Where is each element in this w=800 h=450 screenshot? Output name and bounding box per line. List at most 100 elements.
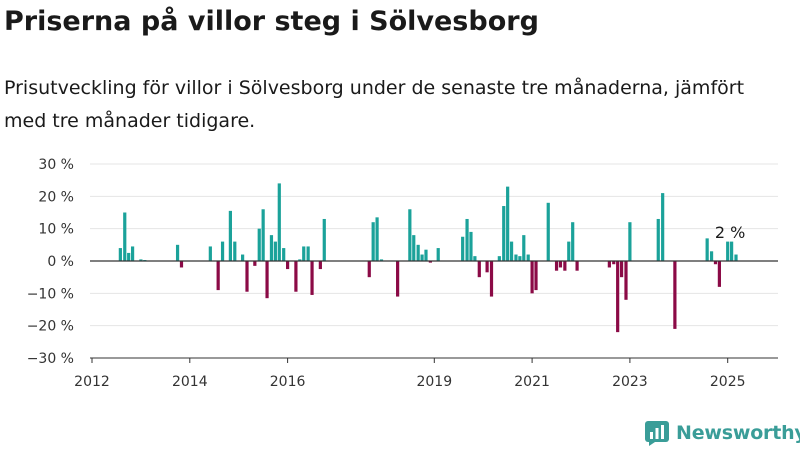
bar <box>175 244 180 261</box>
bar <box>477 261 481 278</box>
bar <box>269 235 274 261</box>
bar <box>375 217 379 261</box>
bar <box>717 261 721 287</box>
bar <box>612 261 616 265</box>
y-tick-label: 10 % <box>38 222 74 238</box>
bar <box>228 210 232 261</box>
bar <box>416 244 420 261</box>
bar <box>616 261 620 333</box>
y-tick-label: −20 % <box>27 319 74 335</box>
bar <box>489 261 494 297</box>
bar <box>220 241 225 261</box>
y-tick-label: 20 % <box>38 189 74 205</box>
bar <box>502 206 506 261</box>
bar <box>709 251 714 261</box>
bar <box>656 218 660 261</box>
bar <box>546 202 550 261</box>
bar <box>526 254 530 261</box>
bar <box>408 209 412 261</box>
bar <box>241 254 245 261</box>
bar <box>412 235 416 261</box>
chart-subtitle: Prisutveckling för villor i Sölvesborg u… <box>4 77 745 132</box>
bar <box>607 261 611 268</box>
bar <box>261 209 265 261</box>
bar <box>726 241 730 261</box>
bar <box>506 186 510 261</box>
bar <box>571 222 575 261</box>
y-tick-label: 0 % <box>47 254 74 270</box>
y-tick-label: 30 % <box>38 157 74 173</box>
bar <box>436 248 440 261</box>
bar <box>465 218 469 261</box>
bar <box>118 248 122 261</box>
bar <box>673 261 677 329</box>
bar <box>730 241 734 261</box>
bar <box>257 228 261 261</box>
bar <box>424 249 428 261</box>
y-axis-ticks: −30 % −20 % −10 % 0 % 10 % 20 % 30 % <box>27 157 74 367</box>
bar <box>522 235 526 261</box>
bar <box>514 254 518 261</box>
bar <box>628 222 632 261</box>
bar <box>318 261 322 270</box>
bar <box>216 261 220 291</box>
bar <box>322 218 326 261</box>
brand-name: Newsworthy <box>676 422 800 444</box>
x-tick-label: 2019 <box>416 374 452 390</box>
bar <box>530 261 534 294</box>
bar <box>367 261 371 278</box>
chart-title: Priserna på villor steg i Sölvesborg <box>4 6 539 37</box>
bar <box>567 241 571 261</box>
bar <box>428 261 432 263</box>
x-tick-label: 2016 <box>270 374 306 390</box>
y-tick-label: −30 % <box>27 351 74 367</box>
bar <box>371 222 375 261</box>
bar <box>575 261 579 271</box>
y-tick-label: −10 % <box>27 286 74 302</box>
x-tick-label: 2014 <box>172 374 208 390</box>
bar <box>298 259 302 261</box>
bar <box>734 254 738 261</box>
bar <box>245 261 249 292</box>
bar <box>179 261 184 268</box>
bar <box>379 259 384 261</box>
bar <box>123 212 127 261</box>
bar <box>473 256 477 261</box>
bar <box>265 261 269 299</box>
bar <box>286 261 290 270</box>
bar <box>139 259 143 261</box>
bar <box>554 261 559 271</box>
bar <box>661 193 665 261</box>
bar <box>558 261 563 268</box>
bar <box>233 241 237 261</box>
bar <box>485 261 489 273</box>
bar <box>302 246 306 261</box>
x-tick-label: 2025 <box>710 374 746 390</box>
newsworthy-logo-icon <box>645 421 669 446</box>
latest-value-annotation: 2 % <box>715 223 745 242</box>
bar <box>130 246 135 261</box>
bar <box>563 261 567 271</box>
bar <box>461 236 465 261</box>
bar <box>534 261 538 291</box>
bar <box>509 241 514 261</box>
bar <box>208 246 212 261</box>
bar <box>619 261 624 278</box>
bar <box>310 261 314 295</box>
x-axis-ticks: 2012 2014 2016 2019 2021 2023 2025 <box>74 358 746 390</box>
bar <box>396 261 400 297</box>
bar <box>469 231 473 261</box>
bar <box>624 261 628 300</box>
bar <box>273 241 277 261</box>
bars <box>118 183 738 333</box>
bar <box>705 238 709 261</box>
bar <box>294 261 298 292</box>
bar <box>497 256 501 261</box>
bar <box>277 183 281 261</box>
bar <box>518 256 522 261</box>
x-tick-label: 2021 <box>514 374 550 390</box>
bar <box>713 261 718 265</box>
bar <box>282 248 286 261</box>
bar <box>420 254 424 261</box>
